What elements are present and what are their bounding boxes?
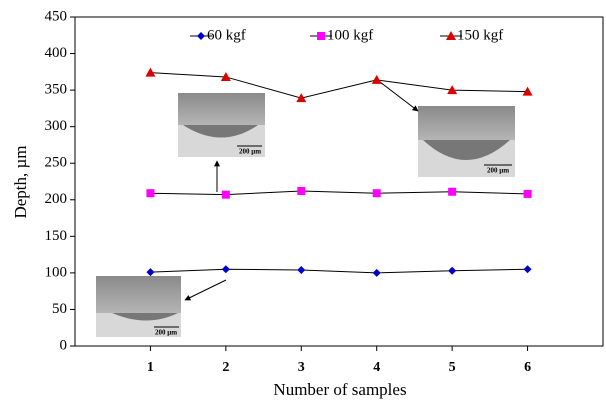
marker xyxy=(448,266,457,275)
legend-marker xyxy=(197,32,205,40)
inset-image xyxy=(178,93,265,157)
plot-frame xyxy=(74,16,604,347)
marker xyxy=(372,189,381,198)
marker xyxy=(372,268,381,277)
inset-image xyxy=(96,276,181,337)
marker xyxy=(146,189,155,198)
marker xyxy=(221,265,230,274)
y-tick-label: 0 xyxy=(60,337,68,353)
marker xyxy=(522,86,533,96)
marker xyxy=(523,265,532,274)
legend-marker xyxy=(317,32,325,40)
x-tick-label: 5 xyxy=(449,360,456,375)
arrow xyxy=(379,81,419,112)
y-tick-label: 250 xyxy=(45,155,68,171)
scale-label: 200 µm xyxy=(487,167,509,175)
y-axis-label: Depth, µm xyxy=(11,145,30,218)
y-tick-label: 150 xyxy=(45,228,68,244)
series-line xyxy=(150,190,528,196)
legend-label: 60 kgf xyxy=(207,27,246,43)
y-tick-label: 300 xyxy=(45,118,68,134)
marker xyxy=(297,187,306,196)
y-tick-label: 400 xyxy=(45,45,68,61)
scale-label: 200 µm xyxy=(239,148,261,156)
legend-label: 100 kgf xyxy=(327,27,373,43)
x-axis-label: Number of samples xyxy=(273,380,406,399)
arrow xyxy=(184,279,227,301)
legend-marker xyxy=(446,31,456,40)
marker xyxy=(145,67,156,77)
x-tick-label: 3 xyxy=(298,360,305,375)
marker xyxy=(221,190,230,199)
x-tick-label: 2 xyxy=(222,360,229,375)
series-line xyxy=(150,268,528,274)
scale-label: 200 µm xyxy=(155,329,177,337)
series-line xyxy=(150,72,528,99)
x-tick-label: 6 xyxy=(524,360,531,375)
y-tick-label: 200 xyxy=(45,191,68,207)
marker xyxy=(371,74,382,84)
marker xyxy=(146,268,155,277)
inset-image xyxy=(418,106,515,177)
marker xyxy=(297,265,306,274)
marker xyxy=(296,93,307,103)
y-tick-label: 100 xyxy=(45,264,68,280)
y-tick-label: 450 xyxy=(45,8,68,24)
y-tick-label: 350 xyxy=(45,82,68,98)
marker xyxy=(523,189,532,198)
y-tick-label: 50 xyxy=(52,301,67,317)
marker xyxy=(448,187,457,196)
legend-label: 150 kgf xyxy=(457,27,503,43)
marker xyxy=(447,85,458,95)
x-tick-label: 1 xyxy=(147,360,154,375)
x-tick-label: 4 xyxy=(373,360,380,375)
marker xyxy=(220,71,231,81)
